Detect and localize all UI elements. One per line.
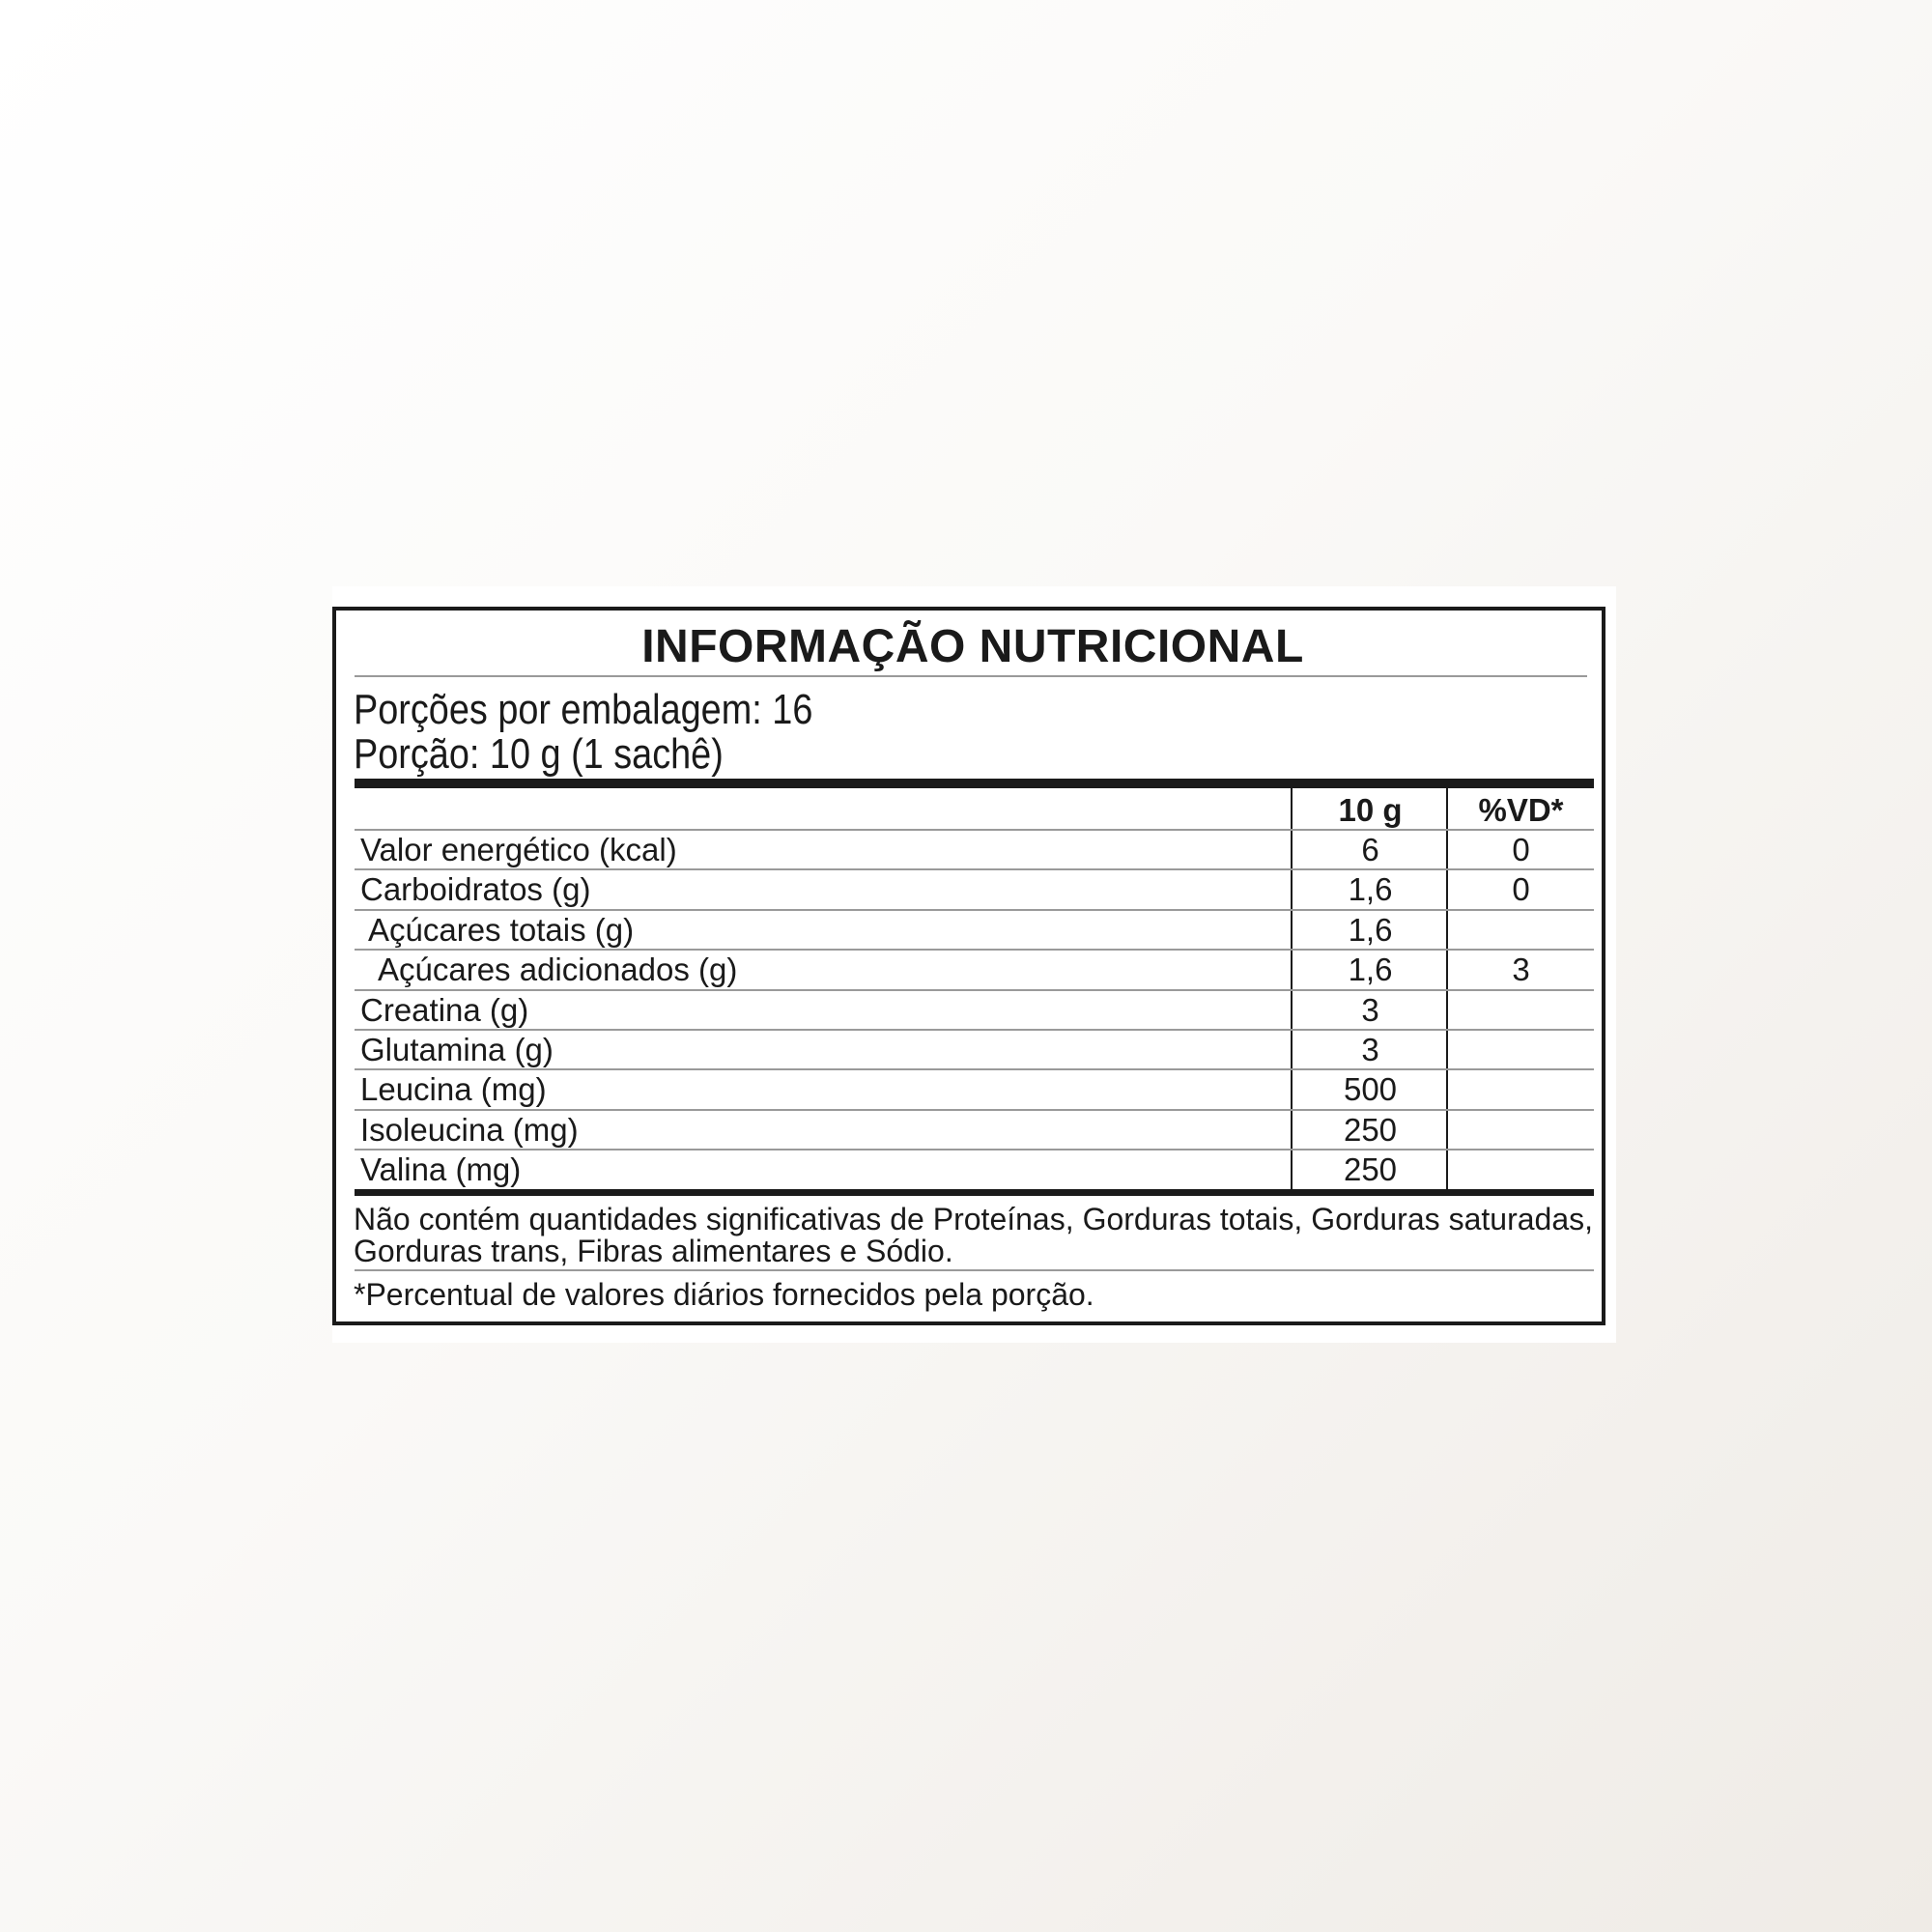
- table-row: Creatina (g) 3: [355, 990, 1594, 1030]
- table-row: Valor energético (kcal) 6 0: [355, 830, 1594, 869]
- divider: [355, 675, 1587, 677]
- row-divider: [355, 1149, 1594, 1151]
- thick-divider: [355, 779, 1594, 788]
- row-divider: [355, 908, 1594, 911]
- row-divider: [355, 1108, 1594, 1111]
- nutrient-label: Creatina (g): [360, 991, 529, 1028]
- row-divider: [355, 1029, 1594, 1031]
- nutrient-amount: 6: [1361, 832, 1379, 867]
- column-divider: [1291, 788, 1293, 1189]
- nutrient-label: Açúcares adicionados (g): [378, 952, 738, 988]
- row-divider: [355, 868, 1594, 871]
- nutrient-amount: 1,6: [1348, 952, 1393, 988]
- nutrient-dv: 0: [1512, 832, 1530, 867]
- table-row: Carboidratos (g) 1,6 0: [355, 869, 1594, 909]
- table-row: Açúcares adicionados (g) 1,6 3: [355, 950, 1594, 989]
- nutrient-amount: 3: [1361, 1032, 1379, 1067]
- table-row: Valina (mg) 250: [355, 1150, 1594, 1189]
- nutrient-label: Valina (mg): [360, 1151, 522, 1188]
- nutrient-label: Valor energético (kcal): [360, 832, 677, 867]
- table-row: Açúcares totais (g) 1,6: [355, 910, 1594, 950]
- divider: [355, 1269, 1594, 1271]
- row-divider: [355, 1068, 1594, 1071]
- servings-per-package: Porções por embalagem: 16: [354, 686, 813, 733]
- header-row: 10 g %VD*: [355, 790, 1594, 830]
- nutrient-amount: 250: [1343, 1151, 1398, 1188]
- thick-divider: [355, 1189, 1594, 1196]
- nutrient-amount: 500: [1343, 1071, 1398, 1108]
- not-significant-note: Não contém quantidades significativas de…: [354, 1202, 1593, 1268]
- row-divider: [355, 949, 1594, 952]
- serving-size: Porção: 10 g (1 sachê): [354, 730, 724, 778]
- table-row: Isoleucina (mg) 250: [355, 1110, 1594, 1150]
- nutrient-label: Açúcares totais (g): [368, 911, 635, 948]
- table-row: Leucina (mg) 500: [355, 1069, 1594, 1109]
- dv-column-header: %VD*: [1478, 792, 1564, 828]
- nutrient-amount: 250: [1343, 1111, 1398, 1148]
- nutrition-facts-table: INFORMAÇÃO NUTRICIONAL Porções por embal…: [332, 607, 1605, 1325]
- amount-column-header: 10 g: [1338, 792, 1403, 828]
- nutrient-label: Leucina (mg): [360, 1071, 547, 1108]
- dv-footnote: *Percentual de valores diários fornecido…: [354, 1277, 1094, 1312]
- table-title: INFORMAÇÃO NUTRICIONAL: [641, 621, 1304, 672]
- table-row: Glutamina (g) 3: [355, 1030, 1594, 1069]
- nutrient-label: Isoleucina (mg): [360, 1111, 579, 1148]
- nutrient-dv: 3: [1512, 952, 1530, 988]
- row-divider: [355, 829, 1594, 831]
- nutrient-label: Glutamina (g): [360, 1032, 554, 1067]
- nutrient-dv: 0: [1512, 871, 1530, 908]
- row-divider: [355, 988, 1594, 991]
- nutrient-amount: 1,6: [1348, 871, 1393, 908]
- nutrient-amount: 1,6: [1348, 911, 1393, 948]
- nutrient-amount: 3: [1361, 991, 1379, 1028]
- nutrient-label: Carboidratos (g): [360, 871, 591, 908]
- column-divider: [1446, 788, 1448, 1189]
